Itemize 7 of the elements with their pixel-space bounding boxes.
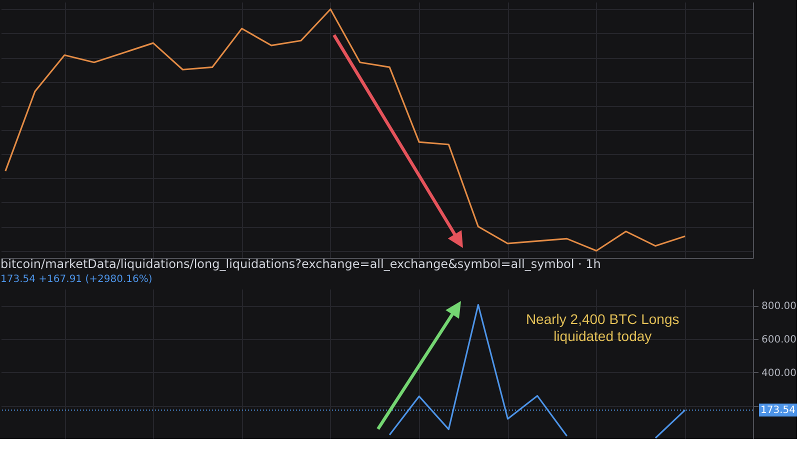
chart-subtitle: 173.54 +167.91 (+2980.16%) [0,274,152,285]
chart-title: bitcoin/marketData/liquidations/long_liquidations?exchange=all_exchange&symbol=all_symbol · 1h [0,257,601,271]
y-tick-label: 600.00 [762,334,796,346]
ref-line-label: 173.54 [760,405,796,416]
y-tick-label: 400.00 [762,368,796,379]
y-tick-label: 800.00 [762,301,796,312]
annotation: Nearly 2,400 BTC Longs liquidated today [526,311,680,344]
